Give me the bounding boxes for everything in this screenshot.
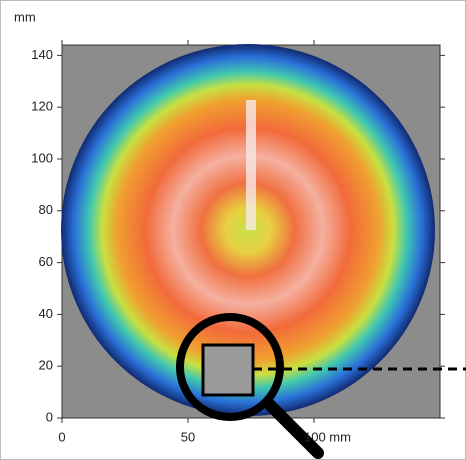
y-axis-label: mm bbox=[14, 9, 36, 24]
y-tick-label: 20 bbox=[39, 358, 53, 373]
magnifier-lens bbox=[176, 313, 284, 421]
y-tick-label: 100 bbox=[31, 150, 53, 165]
y-tick-label: 140 bbox=[31, 47, 53, 62]
zoom-square bbox=[201, 343, 255, 397]
y-tick-label: 120 bbox=[31, 99, 53, 114]
y-tick-label: 80 bbox=[39, 202, 53, 217]
x-tick-label: 100 mm bbox=[304, 429, 351, 444]
x-tick-label: 0 bbox=[58, 429, 65, 444]
sample-slit bbox=[246, 100, 256, 230]
magnifier-handle bbox=[262, 397, 324, 459]
y-tick-label: 0 bbox=[46, 409, 53, 424]
y-tick-label: 60 bbox=[39, 254, 53, 269]
x-tick-label: 50 bbox=[181, 429, 195, 444]
y-tick-label: 40 bbox=[39, 306, 53, 321]
